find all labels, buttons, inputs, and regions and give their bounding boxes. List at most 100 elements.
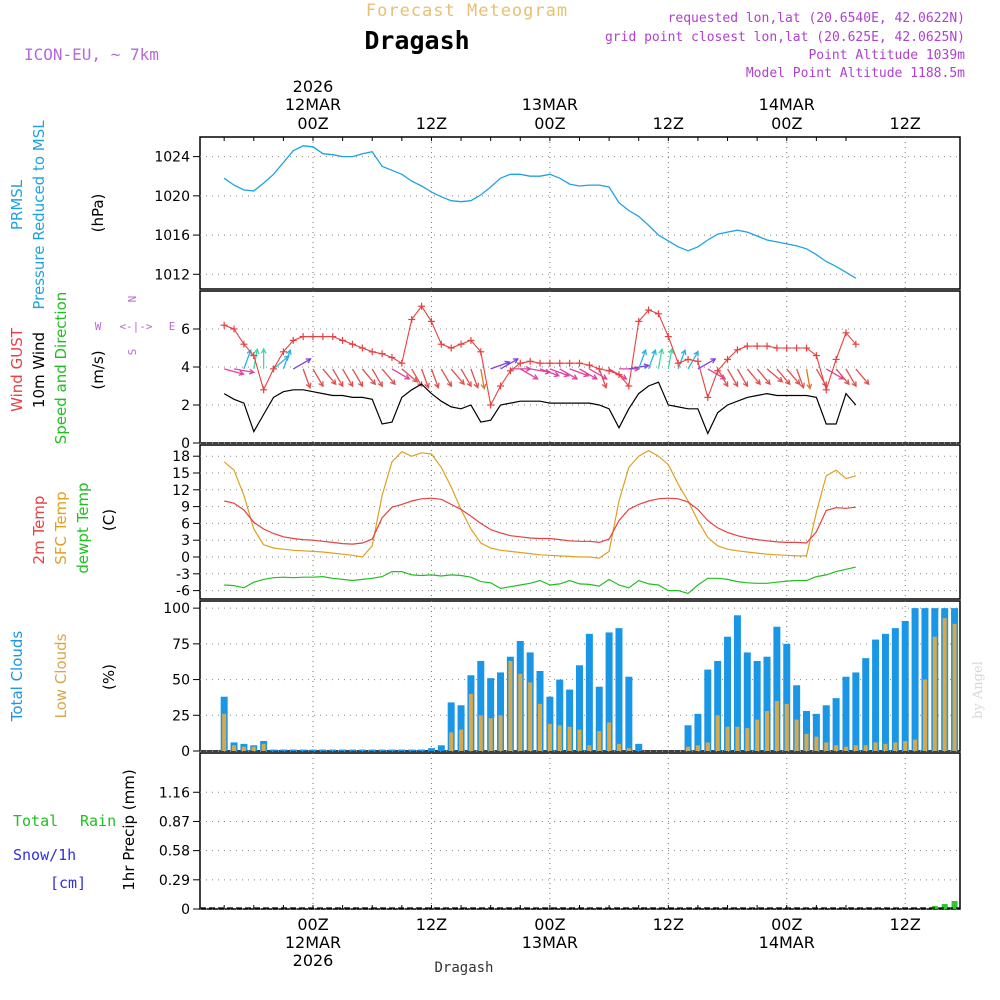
compass-east: E bbox=[169, 320, 176, 333]
wind-ytick-label: 2 bbox=[181, 398, 190, 414]
total-cloud-bar bbox=[556, 679, 564, 751]
low-cloud-bar bbox=[804, 733, 809, 751]
low-cloud-bar bbox=[873, 742, 878, 751]
wind-arrow-head bbox=[821, 381, 828, 388]
low-cloud-bar bbox=[913, 739, 918, 751]
precip-label-rain: Rain bbox=[80, 812, 116, 830]
total-cloud-bar bbox=[615, 628, 623, 751]
temp-label-3: dewpt Temp bbox=[74, 482, 92, 573]
low-cloud-bar bbox=[449, 732, 454, 751]
total-cloud-bar bbox=[388, 749, 396, 751]
pressure-unit: (hPa) bbox=[89, 194, 107, 233]
total-cloud-bar bbox=[852, 672, 860, 751]
temp-ytick-label: 12 bbox=[172, 483, 190, 499]
temp-label-1: 2m Temp bbox=[30, 496, 48, 565]
top-time-label: 12Z bbox=[416, 114, 447, 133]
total-cloud-bar bbox=[378, 749, 386, 751]
top-time-label: 00Z bbox=[534, 114, 565, 133]
wind-arrow-head bbox=[370, 379, 377, 386]
total-cloud-bar bbox=[418, 749, 426, 751]
bottom-time-label: 12Z bbox=[653, 915, 684, 934]
low-cloud-bar bbox=[883, 743, 888, 751]
wind-direction-arrow bbox=[589, 368, 608, 380]
bottom-year-label: 2026 bbox=[293, 951, 334, 970]
total-cloud-bar bbox=[724, 636, 732, 751]
total-cloud-bar bbox=[575, 665, 583, 751]
total-cloud-bar bbox=[487, 678, 495, 751]
low-cloud-bar bbox=[735, 726, 740, 751]
total-cloud-bar bbox=[309, 749, 317, 751]
wind-direction-arrow bbox=[420, 368, 430, 388]
low-cloud-bar bbox=[557, 725, 562, 751]
bottom-time-label: 00Z bbox=[534, 915, 565, 934]
low-cloud-bar bbox=[577, 729, 582, 751]
wind-arrow-head bbox=[417, 381, 423, 388]
wind-speed-line bbox=[223, 381, 857, 435]
bottom-date-label: 12MAR bbox=[285, 933, 341, 952]
compass-we: <-|-> bbox=[119, 320, 152, 333]
wind-arrow-head bbox=[253, 347, 260, 355]
wind-ytick-label: 4 bbox=[181, 360, 190, 376]
wind-arrow-head bbox=[658, 347, 665, 355]
wind-direction-arrow bbox=[855, 368, 870, 385]
footer-location: Dragash bbox=[434, 960, 493, 976]
wind-direction-arrow bbox=[746, 368, 761, 385]
total-cloud-bar bbox=[358, 749, 366, 751]
precip-ytick-label: 1.16 bbox=[159, 785, 190, 801]
wind-arrow-head bbox=[794, 379, 801, 386]
total-cloud-bar bbox=[497, 672, 505, 751]
low-cloud-bar bbox=[903, 741, 908, 751]
wind-arrow-head bbox=[765, 379, 771, 386]
temp-ytick-label: 15 bbox=[172, 466, 190, 482]
precip-label-total: Total bbox=[13, 812, 58, 830]
wind-arrow-head bbox=[357, 381, 364, 388]
clouds-ytick-label: 100 bbox=[163, 601, 190, 617]
wind-label-3: Speed and Direction bbox=[52, 292, 70, 445]
precip-unit: 1hr Precip (mm) bbox=[120, 769, 138, 890]
wind-arrow-head bbox=[806, 383, 813, 390]
low-cloud-bar bbox=[498, 715, 503, 751]
wind-direction-arrow bbox=[559, 368, 578, 380]
low-cloud-bar bbox=[765, 711, 770, 751]
top-time-label: 12Z bbox=[890, 114, 921, 133]
point-altitude: Point Altitude 1039m bbox=[808, 48, 965, 63]
total-cloud-bar bbox=[743, 652, 751, 751]
model-name: ICON-EU, ~ 7km bbox=[24, 45, 159, 64]
watermark: by Angel bbox=[971, 661, 986, 719]
wind-direction-arrow bbox=[796, 368, 805, 388]
wind-arrow-head bbox=[651, 348, 657, 356]
low-cloud-bar bbox=[626, 748, 631, 751]
wind-arrow-head bbox=[680, 348, 687, 356]
low-cloud-bar bbox=[459, 729, 464, 751]
wind-direction-arrow bbox=[342, 368, 354, 387]
wind-arrow-head bbox=[446, 381, 452, 388]
wind-arrow-head bbox=[643, 363, 650, 370]
temp-ytick-label: -3 bbox=[176, 567, 190, 583]
total-cloud-bar bbox=[398, 749, 406, 751]
wind-direction-arrow bbox=[717, 368, 729, 387]
wind-arrow-head bbox=[480, 383, 487, 390]
clouds-label-1: Total Clouds bbox=[8, 631, 26, 723]
total-cloud-bar bbox=[704, 669, 712, 751]
wind-arrow-head bbox=[784, 379, 791, 386]
total-cloud-bar bbox=[427, 748, 435, 751]
precip-ytick-label: 0 bbox=[181, 902, 190, 918]
temp-ytick-label: -6 bbox=[176, 584, 190, 600]
wind-direction-arrow bbox=[490, 361, 510, 370]
total-cloud-bar bbox=[911, 608, 919, 751]
wind-arrow-head bbox=[459, 379, 465, 386]
pressure-label-1: PRMSL bbox=[8, 179, 26, 230]
gridpoint-coords: grid point closest lon,lat (20.625E, 42.… bbox=[605, 30, 965, 45]
precip-panel-frame bbox=[199, 752, 961, 910]
wind-direction-arrow bbox=[579, 368, 598, 380]
supertitle: Forecast Meteogram bbox=[366, 1, 568, 21]
compass-west: W bbox=[95, 320, 102, 333]
total-cloud-bar bbox=[348, 749, 356, 751]
wind-direction-arrow bbox=[224, 368, 244, 375]
total-cloud-bar bbox=[585, 633, 593, 751]
total-cloud-bar bbox=[714, 661, 722, 751]
top-year-label: 2026 bbox=[293, 77, 334, 96]
wind-arrow-head bbox=[305, 358, 312, 364]
wind-arrow-head bbox=[260, 347, 267, 354]
